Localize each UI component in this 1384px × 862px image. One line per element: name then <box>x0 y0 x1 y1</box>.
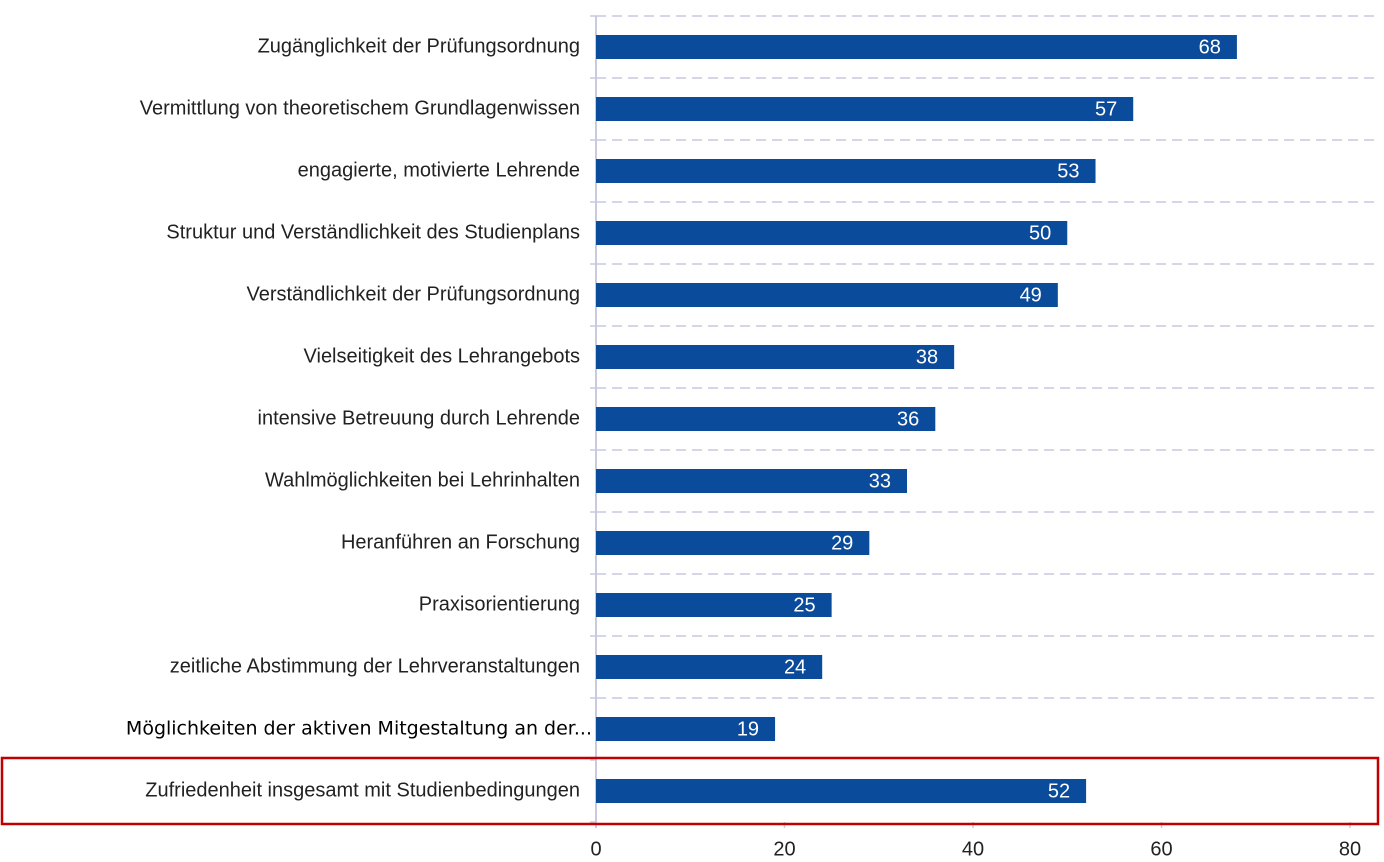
value-label: 52 <box>1048 780 1070 802</box>
bar <box>596 97 1134 121</box>
value-label: 19 <box>737 718 759 740</box>
category-label: Vielseitigkeit des Lehrangebots <box>304 345 580 367</box>
category-label: Struktur und Verständlichkeit des Studie… <box>166 221 580 243</box>
bar <box>596 593 832 617</box>
category-label: Verständlichkeit der Prüfungsordnung <box>246 283 580 305</box>
bar <box>596 717 776 741</box>
category-label: Wahlmöglichkeiten bei Lehrinhalten <box>265 469 580 491</box>
x-tick-label: 20 <box>773 838 795 860</box>
bar <box>596 531 870 555</box>
category-label: Vermittlung von theoretischem Grundlagen… <box>140 97 580 119</box>
value-label: 24 <box>784 656 806 678</box>
value-label: 33 <box>869 470 891 492</box>
x-tick-label: 60 <box>1150 838 1172 860</box>
highlight-box <box>0 756 1380 826</box>
x-tick-label: 80 <box>1339 838 1361 860</box>
bar <box>596 159 1096 183</box>
value-label: 68 <box>1199 36 1221 58</box>
value-label: 57 <box>1095 98 1117 120</box>
category-label: engagierte, motivierte Lehrende <box>298 159 580 181</box>
value-label: 53 <box>1057 160 1079 182</box>
value-label: 36 <box>897 408 919 430</box>
category-label: Praxisorientierung <box>419 593 580 615</box>
value-label: 38 <box>916 346 938 368</box>
category-label: Zugänglichkeit der Prüfungsordnung <box>258 35 580 57</box>
category-label: Zufriedenheit insgesamt mit Studienbedin… <box>145 779 580 801</box>
bar <box>596 469 908 493</box>
bar <box>596 221 1068 245</box>
bar <box>596 407 936 431</box>
category-label: zeitliche Abstimmung der Lehrveranstaltu… <box>170 655 580 677</box>
category-label: intensive Betreuung durch Lehrende <box>258 407 580 429</box>
x-tick-label: 0 <box>590 838 601 860</box>
x-tick-label: 40 <box>962 838 984 860</box>
category-label: Heranführen an Forschung <box>341 531 580 553</box>
category-label: Möglichkeiten der aktiven Mitgestaltung … <box>126 718 592 740</box>
bar <box>596 283 1058 307</box>
bar <box>596 655 823 679</box>
bar <box>596 345 955 369</box>
value-label: 49 <box>1020 284 1042 306</box>
bar <box>596 35 1237 59</box>
value-label: 50 <box>1029 222 1051 244</box>
value-label: 25 <box>793 594 815 616</box>
value-label: 29 <box>831 532 853 554</box>
bar <box>596 779 1087 803</box>
